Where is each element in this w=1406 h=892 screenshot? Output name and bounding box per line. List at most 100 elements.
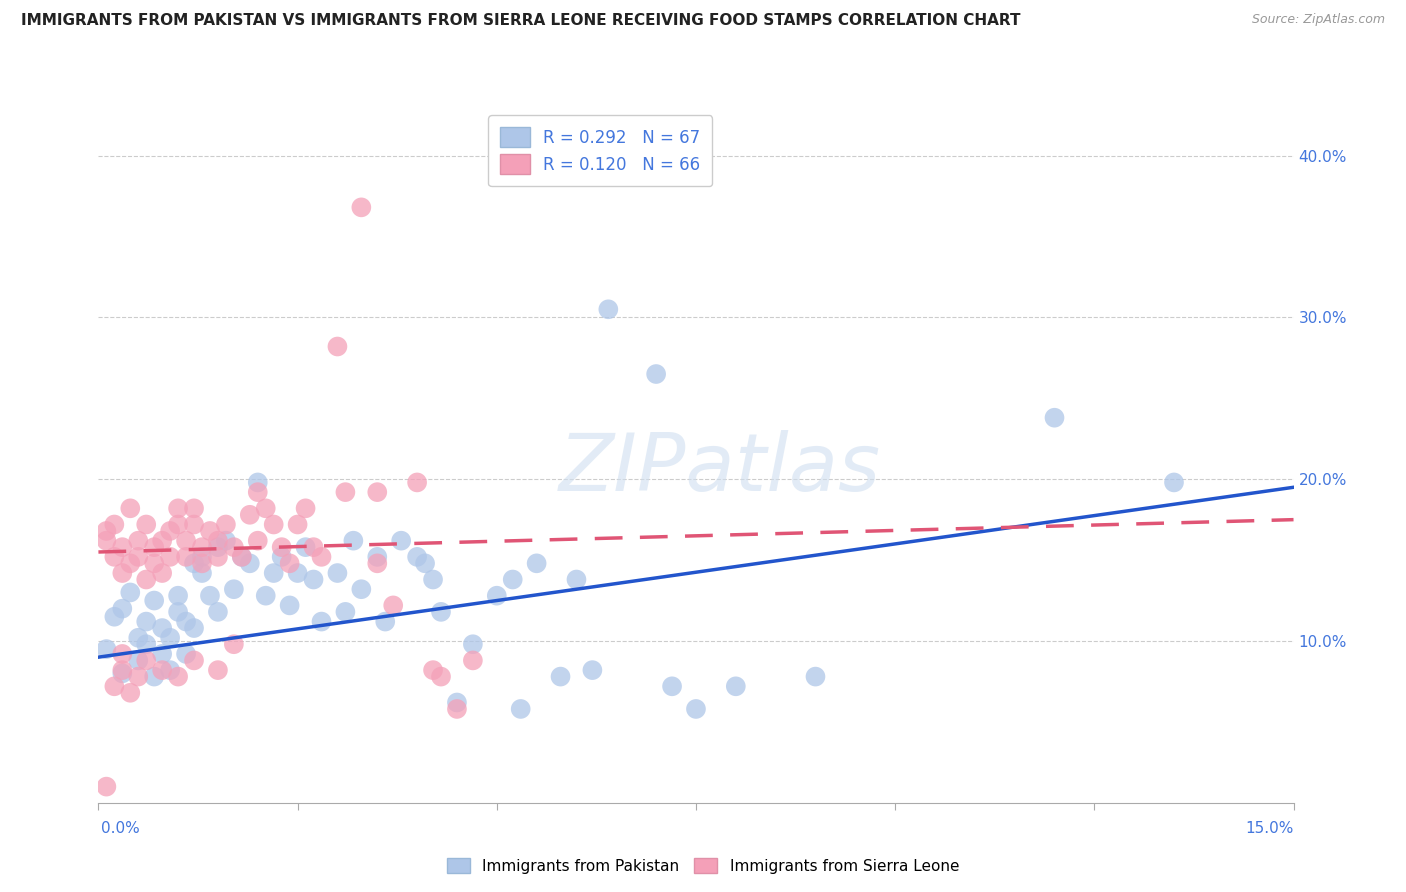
Point bbox=[461, 653, 484, 667]
Point bbox=[287, 517, 309, 532]
Point bbox=[143, 540, 166, 554]
Point bbox=[135, 615, 157, 629]
Point bbox=[96, 642, 118, 657]
Point bbox=[246, 485, 269, 500]
Point bbox=[167, 501, 190, 516]
Point bbox=[302, 573, 325, 587]
Point bbox=[174, 615, 197, 629]
Point bbox=[183, 621, 205, 635]
Point bbox=[461, 637, 484, 651]
Point bbox=[270, 540, 292, 554]
Point bbox=[366, 557, 388, 571]
Legend: Immigrants from Pakistan, Immigrants from Sierra Leone: Immigrants from Pakistan, Immigrants fro… bbox=[441, 852, 965, 880]
Point bbox=[96, 780, 118, 794]
Point bbox=[278, 599, 301, 613]
Point bbox=[191, 540, 214, 554]
Point bbox=[96, 533, 118, 548]
Point bbox=[430, 605, 453, 619]
Point bbox=[174, 533, 197, 548]
Point bbox=[127, 670, 149, 684]
Point bbox=[143, 670, 166, 684]
Point bbox=[239, 557, 262, 571]
Point bbox=[135, 637, 157, 651]
Point bbox=[174, 647, 197, 661]
Point bbox=[335, 605, 357, 619]
Point bbox=[565, 573, 588, 587]
Point bbox=[311, 615, 333, 629]
Point bbox=[1043, 410, 1066, 425]
Point bbox=[159, 663, 181, 677]
Point bbox=[120, 585, 142, 599]
Text: Source: ZipAtlas.com: Source: ZipAtlas.com bbox=[1251, 13, 1385, 27]
Text: ZIPatlas: ZIPatlas bbox=[558, 430, 882, 508]
Point bbox=[150, 663, 173, 677]
Point bbox=[446, 702, 468, 716]
Point bbox=[127, 549, 149, 564]
Point bbox=[135, 517, 157, 532]
Point bbox=[198, 524, 221, 538]
Point bbox=[581, 663, 603, 677]
Point bbox=[446, 696, 468, 710]
Point bbox=[120, 557, 142, 571]
Legend: R = 0.292   N = 67, R = 0.120   N = 66: R = 0.292 N = 67, R = 0.120 N = 66 bbox=[488, 115, 713, 186]
Point bbox=[485, 589, 508, 603]
Point bbox=[127, 533, 149, 548]
Point bbox=[135, 653, 157, 667]
Point bbox=[263, 566, 285, 580]
Point bbox=[167, 605, 190, 619]
Point bbox=[526, 557, 548, 571]
Point bbox=[207, 533, 229, 548]
Point bbox=[550, 670, 572, 684]
Point bbox=[207, 540, 229, 554]
Point bbox=[167, 517, 190, 532]
Point bbox=[207, 663, 229, 677]
Point bbox=[127, 631, 149, 645]
Point bbox=[366, 549, 388, 564]
Point bbox=[231, 549, 253, 564]
Text: IMMIGRANTS FROM PAKISTAN VS IMMIGRANTS FROM SIERRA LEONE RECEIVING FOOD STAMPS C: IMMIGRANTS FROM PAKISTAN VS IMMIGRANTS F… bbox=[21, 13, 1021, 29]
Point bbox=[159, 524, 181, 538]
Point bbox=[111, 540, 134, 554]
Point bbox=[645, 367, 668, 381]
Point bbox=[263, 517, 285, 532]
Point bbox=[422, 573, 444, 587]
Point bbox=[183, 501, 205, 516]
Point bbox=[302, 540, 325, 554]
Point bbox=[254, 589, 277, 603]
Point bbox=[120, 501, 142, 516]
Point bbox=[103, 609, 125, 624]
Point bbox=[191, 566, 214, 580]
Point bbox=[143, 557, 166, 571]
Text: 15.0%: 15.0% bbox=[1246, 821, 1294, 836]
Point bbox=[270, 549, 292, 564]
Point bbox=[150, 647, 173, 661]
Point bbox=[413, 557, 436, 571]
Point bbox=[661, 679, 683, 693]
Point bbox=[422, 663, 444, 677]
Point bbox=[311, 549, 333, 564]
Point bbox=[246, 533, 269, 548]
Point bbox=[326, 339, 349, 353]
Point bbox=[254, 501, 277, 516]
Point bbox=[222, 637, 245, 651]
Point bbox=[183, 653, 205, 667]
Point bbox=[598, 302, 620, 317]
Point bbox=[222, 582, 245, 597]
Point bbox=[167, 589, 190, 603]
Point bbox=[111, 601, 134, 615]
Point bbox=[207, 605, 229, 619]
Point bbox=[215, 533, 238, 548]
Point bbox=[724, 679, 747, 693]
Point bbox=[207, 549, 229, 564]
Point bbox=[150, 533, 173, 548]
Point bbox=[191, 549, 214, 564]
Point bbox=[366, 485, 388, 500]
Point bbox=[159, 549, 181, 564]
Point bbox=[96, 524, 118, 538]
Point bbox=[246, 475, 269, 490]
Point bbox=[127, 653, 149, 667]
Point bbox=[294, 540, 316, 554]
Point bbox=[174, 549, 197, 564]
Point bbox=[215, 517, 238, 532]
Point bbox=[222, 540, 245, 554]
